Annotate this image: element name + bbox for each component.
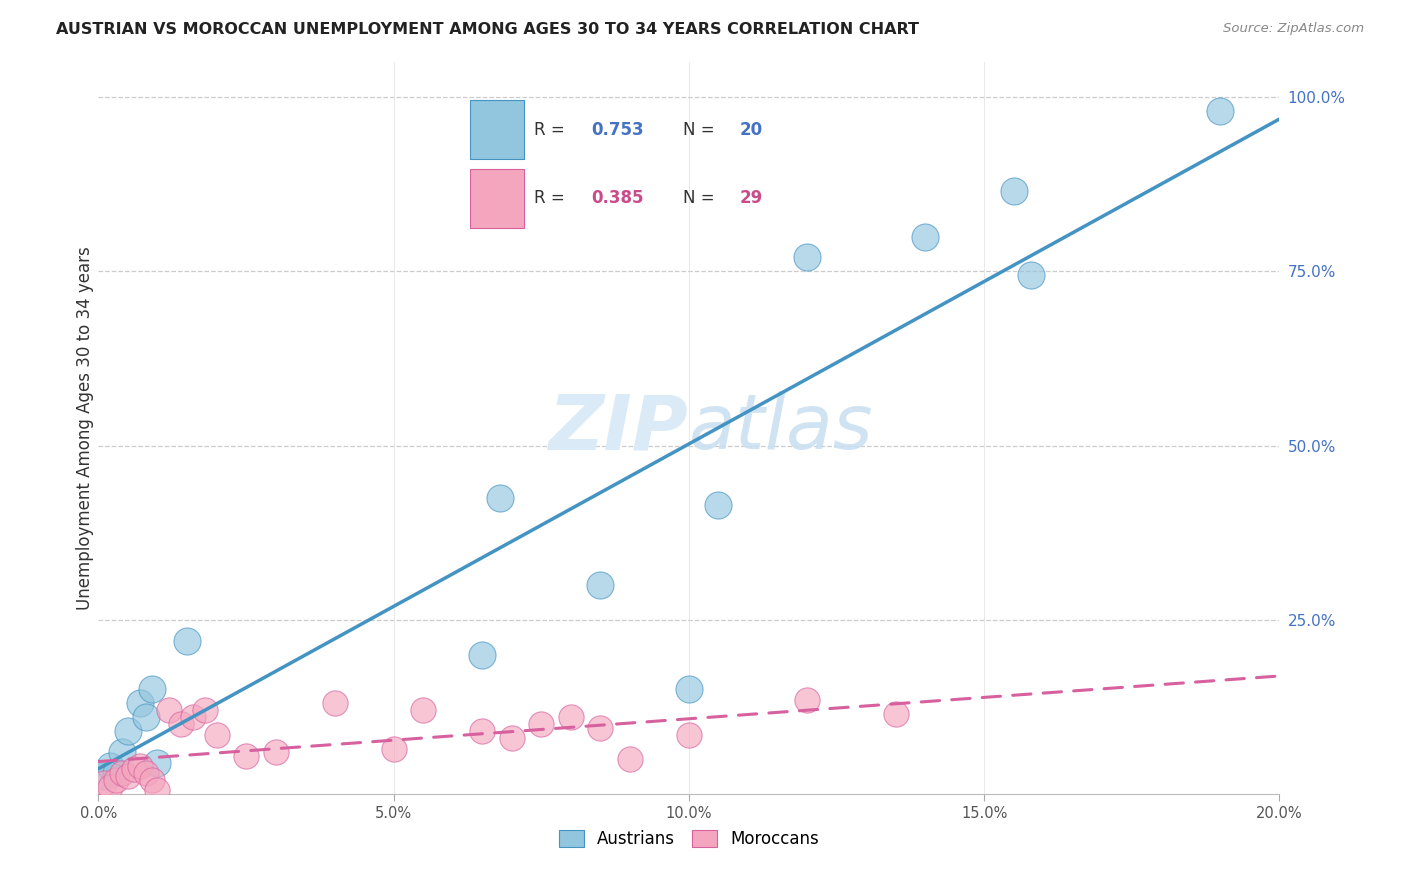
Point — [146, 756, 169, 770]
Point — [128, 759, 150, 773]
Point — [135, 766, 157, 780]
Point — [560, 710, 582, 724]
Point — [105, 766, 128, 780]
Point — [111, 745, 134, 759]
Point — [146, 783, 169, 797]
Point — [176, 633, 198, 648]
Point — [181, 710, 204, 724]
Point — [796, 693, 818, 707]
Point — [323, 696, 346, 710]
Point — [205, 728, 228, 742]
Point — [1002, 184, 1025, 198]
Point — [122, 763, 145, 777]
Point — [117, 724, 139, 739]
Y-axis label: Unemployment Among Ages 30 to 34 years: Unemployment Among Ages 30 to 34 years — [76, 246, 94, 610]
Point — [194, 703, 217, 717]
Point — [111, 766, 134, 780]
Point — [707, 498, 730, 512]
Point — [501, 731, 523, 746]
Point — [264, 745, 287, 759]
Point — [678, 682, 700, 697]
Point — [93, 769, 115, 783]
Point — [382, 741, 405, 756]
Point — [412, 703, 434, 717]
Point — [105, 772, 128, 787]
Point — [141, 682, 163, 697]
Text: ZIP: ZIP — [550, 392, 689, 465]
Point — [170, 717, 193, 731]
Point — [914, 229, 936, 244]
Point — [1021, 268, 1043, 282]
Text: atlas: atlas — [689, 392, 873, 465]
Point — [796, 251, 818, 265]
Point — [98, 780, 121, 794]
Point — [678, 728, 700, 742]
Point — [141, 772, 163, 787]
Point — [589, 721, 612, 735]
Point — [128, 696, 150, 710]
Point — [489, 491, 512, 505]
Point — [619, 752, 641, 766]
Point — [471, 724, 494, 739]
Point — [98, 759, 121, 773]
Point — [235, 748, 257, 763]
Point — [884, 706, 907, 721]
Point — [530, 717, 553, 731]
Point — [471, 648, 494, 662]
Point — [117, 769, 139, 783]
Point — [135, 710, 157, 724]
Text: Source: ZipAtlas.com: Source: ZipAtlas.com — [1223, 22, 1364, 36]
Text: AUSTRIAN VS MOROCCAN UNEMPLOYMENT AMONG AGES 30 TO 34 YEARS CORRELATION CHART: AUSTRIAN VS MOROCCAN UNEMPLOYMENT AMONG … — [56, 22, 920, 37]
Legend: Austrians, Moroccans: Austrians, Moroccans — [553, 823, 825, 855]
Point — [157, 703, 180, 717]
Point — [93, 776, 115, 790]
Point — [589, 578, 612, 592]
Point — [1209, 104, 1232, 119]
